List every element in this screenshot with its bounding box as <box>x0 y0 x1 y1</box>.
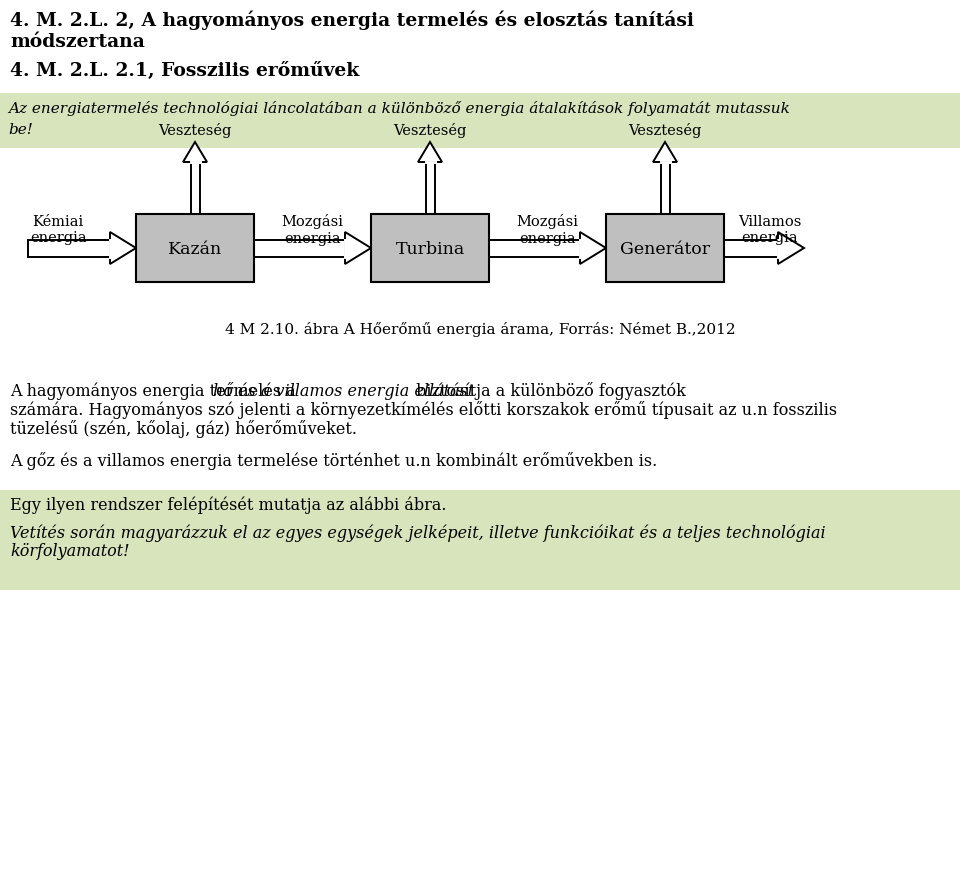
Polygon shape <box>345 232 371 264</box>
Text: számára. Hagyományos szó jelenti a környezetkímélés előtti korszakok erőmű típus: számára. Hagyományos szó jelenti a körny… <box>10 401 837 419</box>
Text: 4. M. 2.L. 2, A hagyományos energia termelés és elosztás tanítási: 4. M. 2.L. 2, A hagyományos energia term… <box>10 10 694 29</box>
Text: Kazán: Kazán <box>168 241 222 258</box>
Text: Villamos
energia: Villamos energia <box>738 215 802 245</box>
Polygon shape <box>580 232 606 264</box>
Text: biztosítja a különböző fogyasztók: biztosítja a különböző fogyasztók <box>411 382 685 400</box>
Text: 4. M. 2.L. 2.1, Fosszilis erőművek: 4. M. 2.L. 2.1, Fosszilis erőművek <box>10 62 359 80</box>
Bar <box>724 240 778 257</box>
Text: 4 M 2.10. ábra A Hőerőmű energia árama, Forrás: Német B.,2012: 4 M 2.10. ábra A Hőerőmű energia árama, … <box>225 322 735 337</box>
Polygon shape <box>418 142 442 162</box>
Polygon shape <box>183 142 207 162</box>
Text: Veszteség: Veszteség <box>394 123 467 138</box>
Bar <box>190 162 200 214</box>
Text: A hagyományos energia termelés a: A hagyományos energia termelés a <box>10 382 300 399</box>
Text: Veszteség: Veszteség <box>158 123 231 138</box>
FancyBboxPatch shape <box>0 490 960 590</box>
Text: hő és a villamos energia ellátást: hő és a villamos energia ellátást <box>213 382 474 400</box>
FancyBboxPatch shape <box>606 214 724 282</box>
Text: Vetítés során magyarázzuk el az egyes egységek jelképeit, illetve funkcióikat és: Vetítés során magyarázzuk el az egyes eg… <box>10 524 826 542</box>
Text: Mozgási
energia: Mozgási energia <box>516 215 579 246</box>
Bar <box>254 240 345 257</box>
Text: Generátor: Generátor <box>620 241 710 258</box>
Polygon shape <box>778 232 804 264</box>
Polygon shape <box>653 142 677 162</box>
Text: körfolyamatot!: körfolyamatot! <box>10 543 130 560</box>
Text: Kémiai
energia: Kémiai energia <box>30 215 86 245</box>
Bar <box>489 240 580 257</box>
Text: módszertana: módszertana <box>10 33 145 51</box>
Text: be!: be! <box>8 123 33 137</box>
Text: tüzelésű (szén, kőolaj, gáz) hőerőműveket.: tüzelésű (szén, kőolaj, gáz) hőerőműveke… <box>10 420 357 438</box>
Bar <box>28 240 110 257</box>
Text: Az energiatermelés technológiai láncolatában a különböző energia átalakítások fo: Az energiatermelés technológiai láncolat… <box>8 101 790 116</box>
Text: Veszteség: Veszteség <box>628 123 702 138</box>
Text: Turbina: Turbina <box>396 241 465 258</box>
Text: A gőz és a villamos energia termelése történhet u.n kombinált erőművekben is.: A gőz és a villamos energia termelése tö… <box>10 452 658 470</box>
Bar <box>660 162 669 214</box>
FancyBboxPatch shape <box>0 93 960 148</box>
Polygon shape <box>110 232 136 264</box>
Text: Mozgási
energia: Mozgási energia <box>281 215 344 246</box>
FancyBboxPatch shape <box>136 214 254 282</box>
Bar <box>425 162 435 214</box>
FancyBboxPatch shape <box>371 214 489 282</box>
Text: Egy ilyen rendszer felépítését mutatja az alábbi ábra.: Egy ilyen rendszer felépítését mutatja a… <box>10 496 446 513</box>
